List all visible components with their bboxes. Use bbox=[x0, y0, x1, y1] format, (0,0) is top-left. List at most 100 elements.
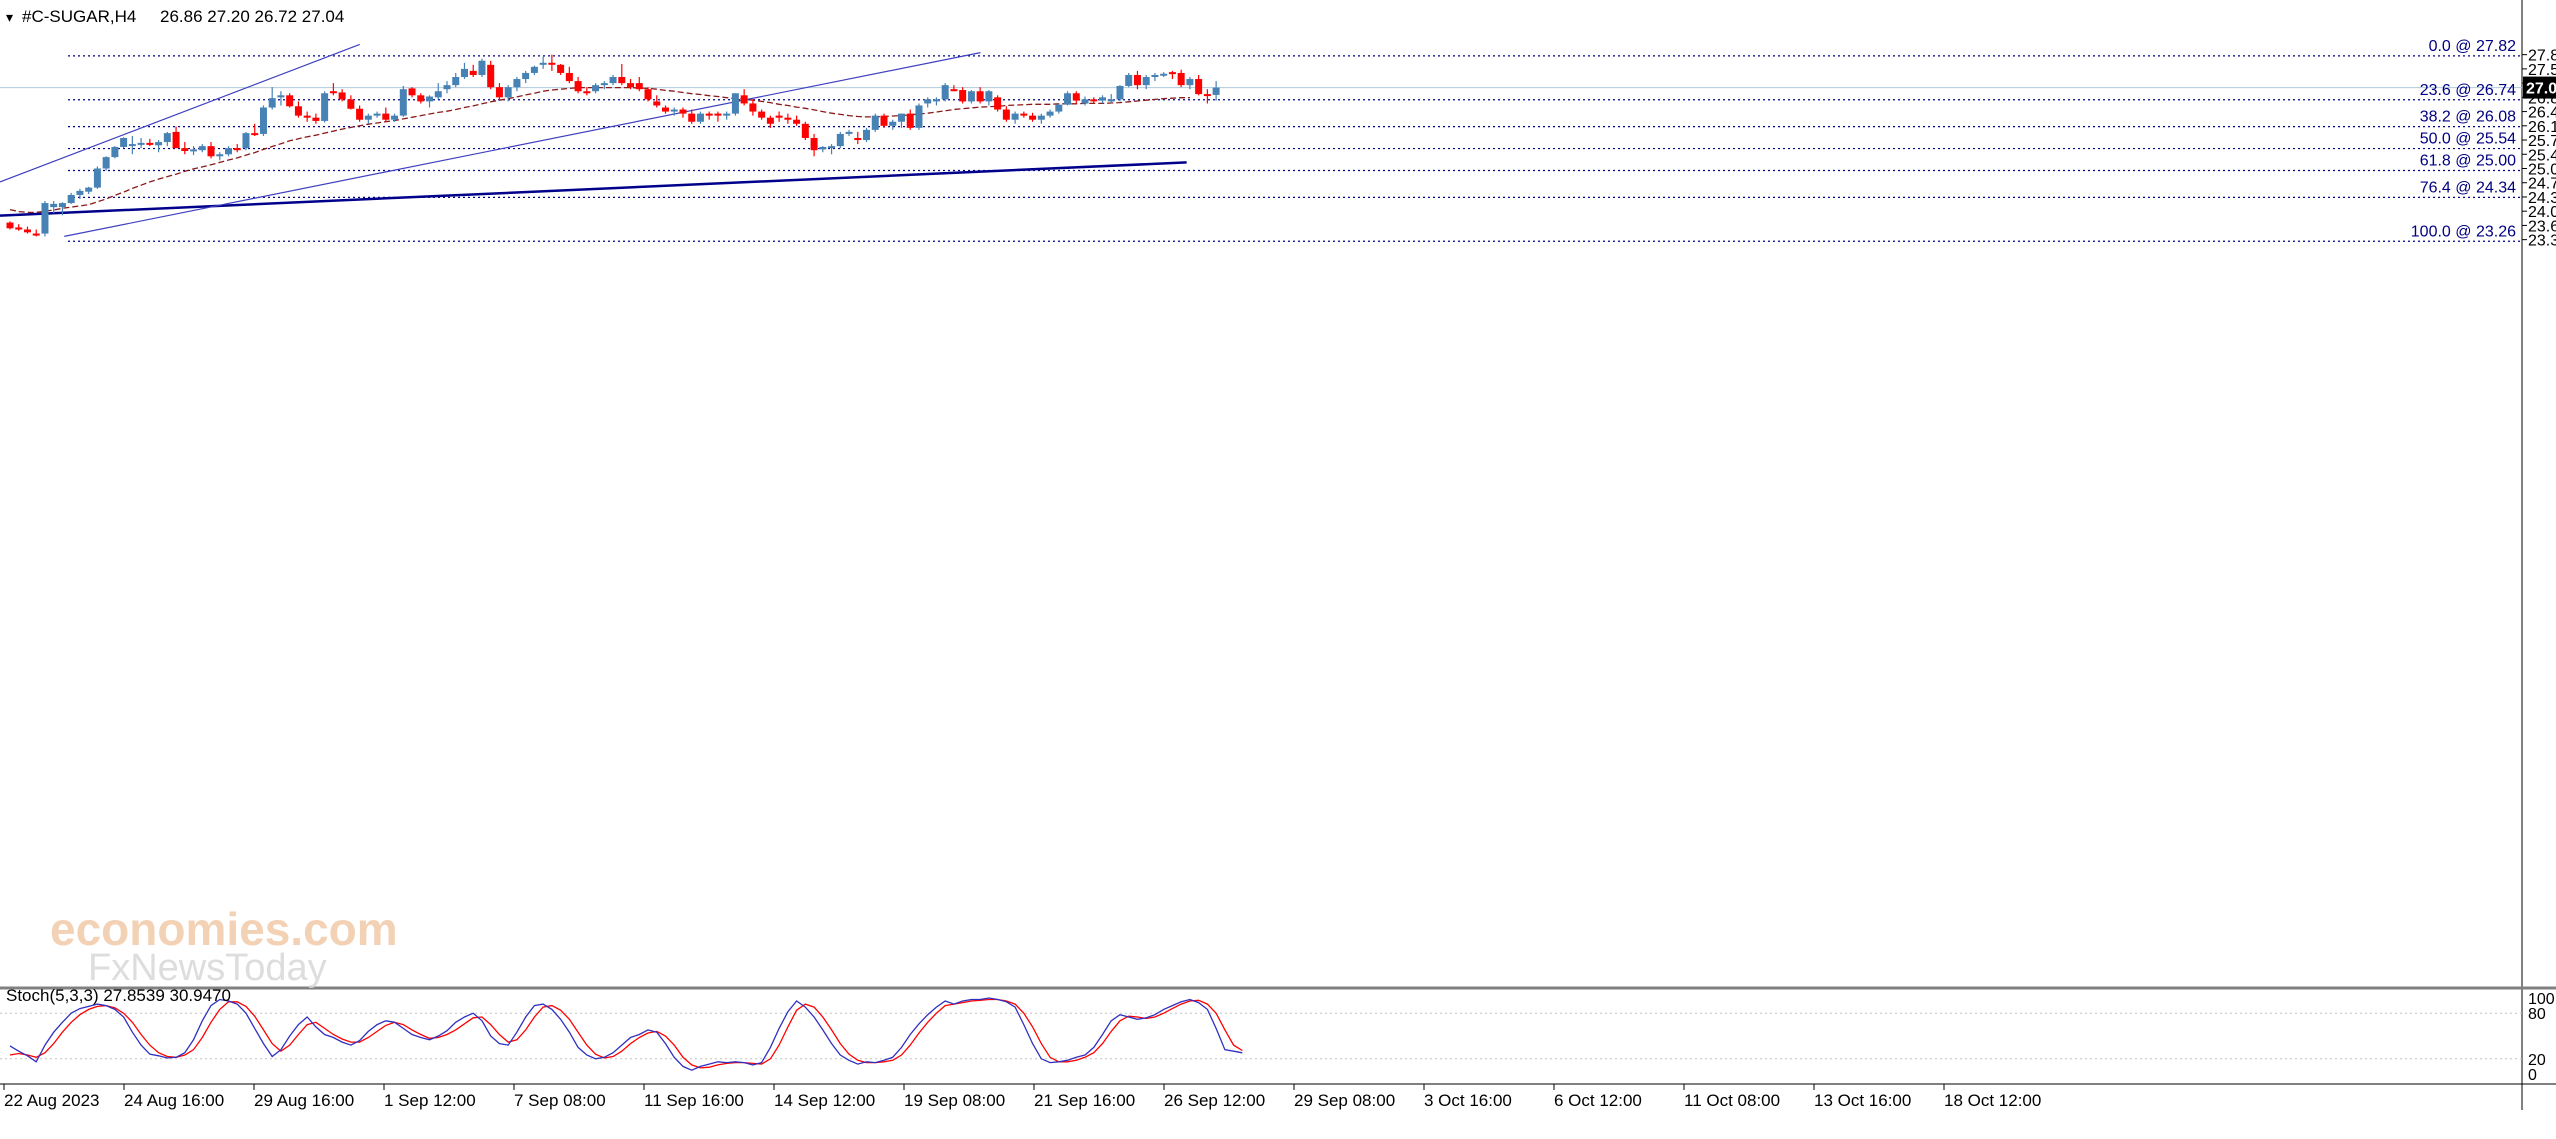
candle-body bbox=[592, 85, 600, 92]
candle bbox=[137, 138, 145, 149]
candle-body bbox=[364, 115, 372, 120]
candle bbox=[225, 146, 232, 157]
candle bbox=[93, 166, 101, 189]
candle-body bbox=[259, 107, 267, 134]
candle-body bbox=[1064, 93, 1072, 105]
candle bbox=[58, 202, 66, 216]
candle-body bbox=[915, 105, 923, 128]
candle bbox=[1212, 81, 1220, 101]
candle bbox=[749, 99, 757, 116]
candle bbox=[452, 72, 460, 88]
candle bbox=[810, 133, 818, 157]
candle bbox=[967, 90, 975, 104]
candle bbox=[627, 79, 635, 90]
candle-body bbox=[443, 85, 451, 90]
candle-body bbox=[758, 111, 766, 118]
candle bbox=[1203, 89, 1211, 104]
candle-body bbox=[740, 95, 748, 104]
candle-body bbox=[871, 115, 879, 130]
candle bbox=[312, 113, 320, 124]
candle bbox=[102, 156, 110, 171]
watermark-economies: economies.com bbox=[50, 903, 398, 955]
candle-body bbox=[382, 113, 390, 120]
candle-body bbox=[478, 60, 486, 75]
price-tick-label: 25.40 bbox=[2528, 147, 2556, 164]
candle bbox=[705, 111, 713, 120]
candle bbox=[653, 95, 661, 108]
candle-body bbox=[714, 113, 722, 116]
candle-body bbox=[976, 91, 984, 102]
time-tick-label: 29 Aug 16:00 bbox=[254, 1091, 354, 1110]
candle-body bbox=[688, 113, 696, 122]
candle-body bbox=[1133, 74, 1141, 86]
candle-body bbox=[128, 144, 136, 147]
candle bbox=[286, 93, 294, 108]
current-price-label: 27.04 bbox=[2526, 81, 2556, 98]
stoch-tick-label: 80 bbox=[2528, 1006, 2546, 1023]
candle-body bbox=[469, 70, 477, 75]
candle-body bbox=[303, 115, 311, 118]
candle bbox=[23, 226, 31, 234]
price-tick-label: 27.85 bbox=[2528, 48, 2556, 65]
candle bbox=[1002, 106, 1010, 122]
candle bbox=[1107, 94, 1115, 104]
price-tick-label: 23.65 bbox=[2528, 218, 2556, 235]
candle bbox=[128, 135, 136, 155]
candle-body bbox=[1212, 87, 1220, 95]
candle bbox=[207, 142, 215, 159]
candle-body bbox=[1168, 72, 1176, 75]
candle bbox=[382, 107, 390, 122]
candle-body bbox=[495, 87, 503, 98]
candle-body bbox=[321, 93, 329, 121]
candle bbox=[574, 77, 582, 94]
candle-body bbox=[723, 113, 731, 116]
candle bbox=[871, 113, 879, 132]
candle-body bbox=[6, 222, 14, 229]
candle bbox=[242, 131, 250, 151]
candle bbox=[565, 66, 573, 84]
candle bbox=[950, 85, 958, 92]
candle bbox=[32, 229, 40, 237]
candle-body bbox=[810, 138, 818, 151]
chart-header-dropdown-icon[interactable]: ▾ bbox=[6, 9, 13, 25]
candle bbox=[408, 87, 416, 98]
candle bbox=[1099, 95, 1106, 104]
candle-body bbox=[1107, 99, 1115, 102]
time-tick-label: 11 Sep 16:00 bbox=[644, 1091, 744, 1110]
candle bbox=[845, 129, 853, 136]
candle-body bbox=[93, 168, 101, 188]
candle bbox=[819, 146, 827, 153]
candle-body bbox=[627, 83, 635, 88]
candle bbox=[635, 77, 643, 92]
candle-body bbox=[583, 91, 591, 94]
stoch-tick-label: 0 bbox=[2528, 1067, 2537, 1084]
candle bbox=[775, 111, 783, 122]
stoch-signal-line bbox=[9, 998, 1243, 1069]
candle bbox=[766, 115, 774, 128]
candle-body bbox=[1195, 79, 1203, 95]
candle-body bbox=[1055, 104, 1063, 112]
candle bbox=[356, 105, 364, 122]
fib-level-label: 23.6 @ 26.74 bbox=[2420, 82, 2516, 99]
time-tick-label: 14 Sep 12:00 bbox=[774, 1091, 875, 1110]
candle bbox=[233, 144, 241, 153]
time-tick-label: 26 Sep 12:00 bbox=[1164, 1091, 1265, 1110]
stoch-tick-label: 20 bbox=[2528, 1052, 2546, 1069]
candle bbox=[854, 131, 862, 145]
candle bbox=[434, 83, 442, 100]
candle bbox=[513, 77, 521, 92]
candle-body bbox=[1142, 77, 1150, 86]
candle bbox=[294, 101, 302, 118]
candle bbox=[1011, 111, 1019, 124]
candle bbox=[618, 64, 626, 86]
candle bbox=[959, 87, 967, 104]
candle bbox=[155, 140, 163, 153]
candle bbox=[347, 95, 355, 110]
candle bbox=[1186, 77, 1194, 90]
candle bbox=[190, 146, 198, 156]
candle-body bbox=[985, 91, 993, 102]
candle-body bbox=[76, 190, 84, 195]
candle-body bbox=[408, 88, 416, 96]
candle-body bbox=[994, 97, 1002, 110]
